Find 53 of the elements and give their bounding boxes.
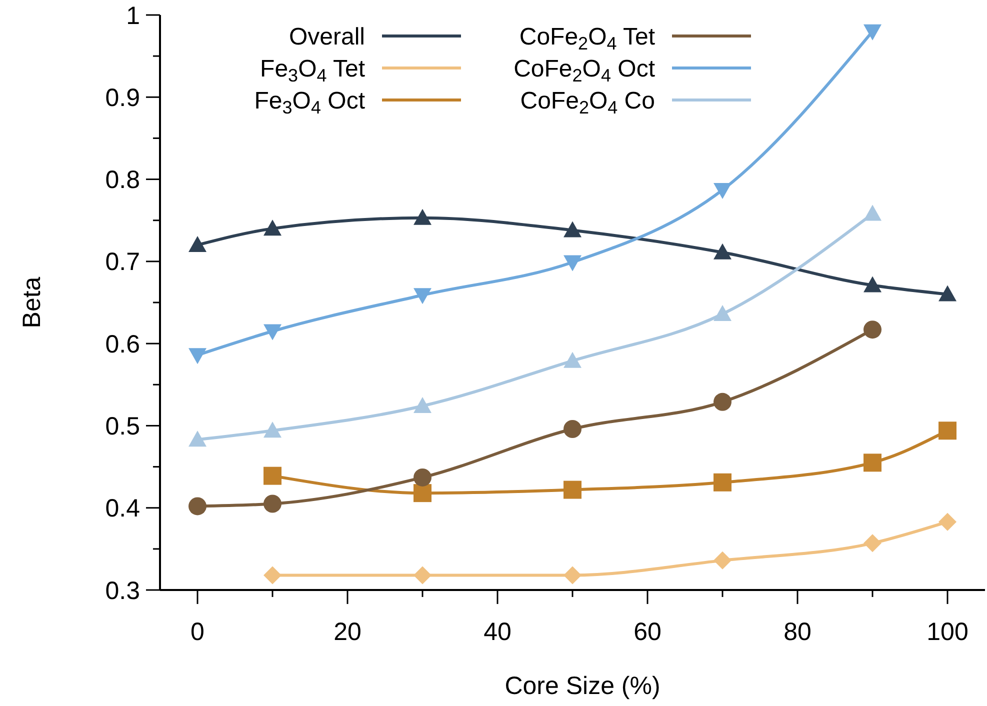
point [188,430,206,447]
y-tick-label: 0.4 [105,494,140,523]
point [714,473,732,492]
point [188,236,206,252]
legend-label: Fe$_{3}$O$_{4}$ Oct [254,87,366,118]
point [864,454,882,472]
y-tick-label: 0.8 [105,166,140,194]
point [264,422,282,438]
legend-label: CoFe$_{2}$O$_{4}$ Co [520,87,655,118]
point [264,494,282,513]
y-tick-label: 0.5 [105,412,140,440]
point [864,276,882,292]
y-tick-label: 0.3 [105,576,140,605]
x-tick-label: 20 [334,618,362,646]
point [714,392,732,411]
x-tick-label: 60 [634,618,662,646]
x-tick-label: 40 [484,618,512,646]
point [864,204,882,221]
point [864,534,882,552]
point [938,512,956,531]
y-axis-title: Beta [18,276,46,328]
legend-label: CoFe$_{2}$O$_{4}$ Oct [514,55,656,86]
point [564,420,582,438]
point [414,566,432,584]
point [938,422,956,440]
point [714,305,732,321]
y-tick-label: 0.9 [105,84,140,112]
point [564,221,582,238]
legend-label: CoFe$_{2}$O$_{4}$ Tet [519,23,656,54]
point [414,468,432,486]
point [564,352,582,368]
point [414,484,432,502]
point [264,220,282,236]
x-tick-label: 0 [190,618,204,646]
point [714,243,732,260]
y-tick-label: 1 [126,2,140,30]
point [564,480,582,499]
point [264,566,282,584]
x-tick-label: 100 [926,618,968,646]
point [414,397,432,413]
point [414,208,432,225]
point [264,466,282,485]
point [188,497,206,516]
point [564,566,582,584]
point [864,320,882,339]
point [714,551,732,570]
point [938,285,956,302]
x-tick-label: 80 [784,618,812,646]
legend-label: Fe$_{3}$O$_{4}$ Tet [260,55,366,86]
y-tick-label: 0.7 [105,248,140,276]
x-axis-title: Core Size (%) [504,672,660,700]
legend-label: Overall [288,23,365,50]
y-tick-label: 0.6 [105,330,140,358]
